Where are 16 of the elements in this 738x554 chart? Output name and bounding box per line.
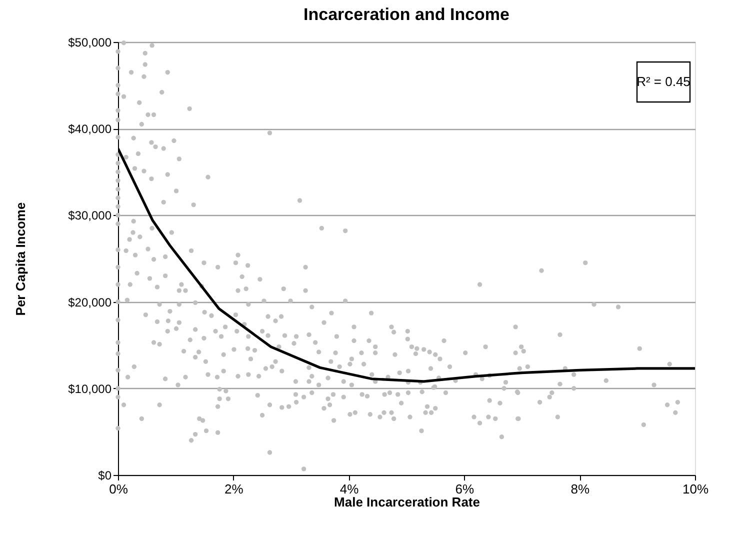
- x-tick-label: 8%: [570, 482, 590, 496]
- x-tick-label: 4%: [340, 482, 360, 496]
- chart-title: Incarceration and Income: [304, 5, 510, 24]
- x-axis-title: Male Incarceration Rate: [334, 494, 480, 510]
- x-tick-label: 2%: [224, 482, 244, 496]
- y-tick-label: $20,000: [68, 295, 112, 310]
- annotation: R² = 0.45: [636, 74, 690, 89]
- x-tick-label: 0%: [109, 482, 128, 496]
- x-tick-label: 10%: [682, 482, 709, 496]
- y-tick-label: $30,000: [68, 208, 112, 223]
- y-axis-title: Per Capita Income: [13, 202, 28, 316]
- y-tick-label: $0: [98, 468, 112, 482]
- y-tick-label: $10,000: [68, 382, 112, 396]
- x-tick-label: 6%: [455, 482, 475, 496]
- y-tick-label: $50,000: [68, 36, 112, 50]
- y-tick-label: $40,000: [68, 122, 112, 136]
